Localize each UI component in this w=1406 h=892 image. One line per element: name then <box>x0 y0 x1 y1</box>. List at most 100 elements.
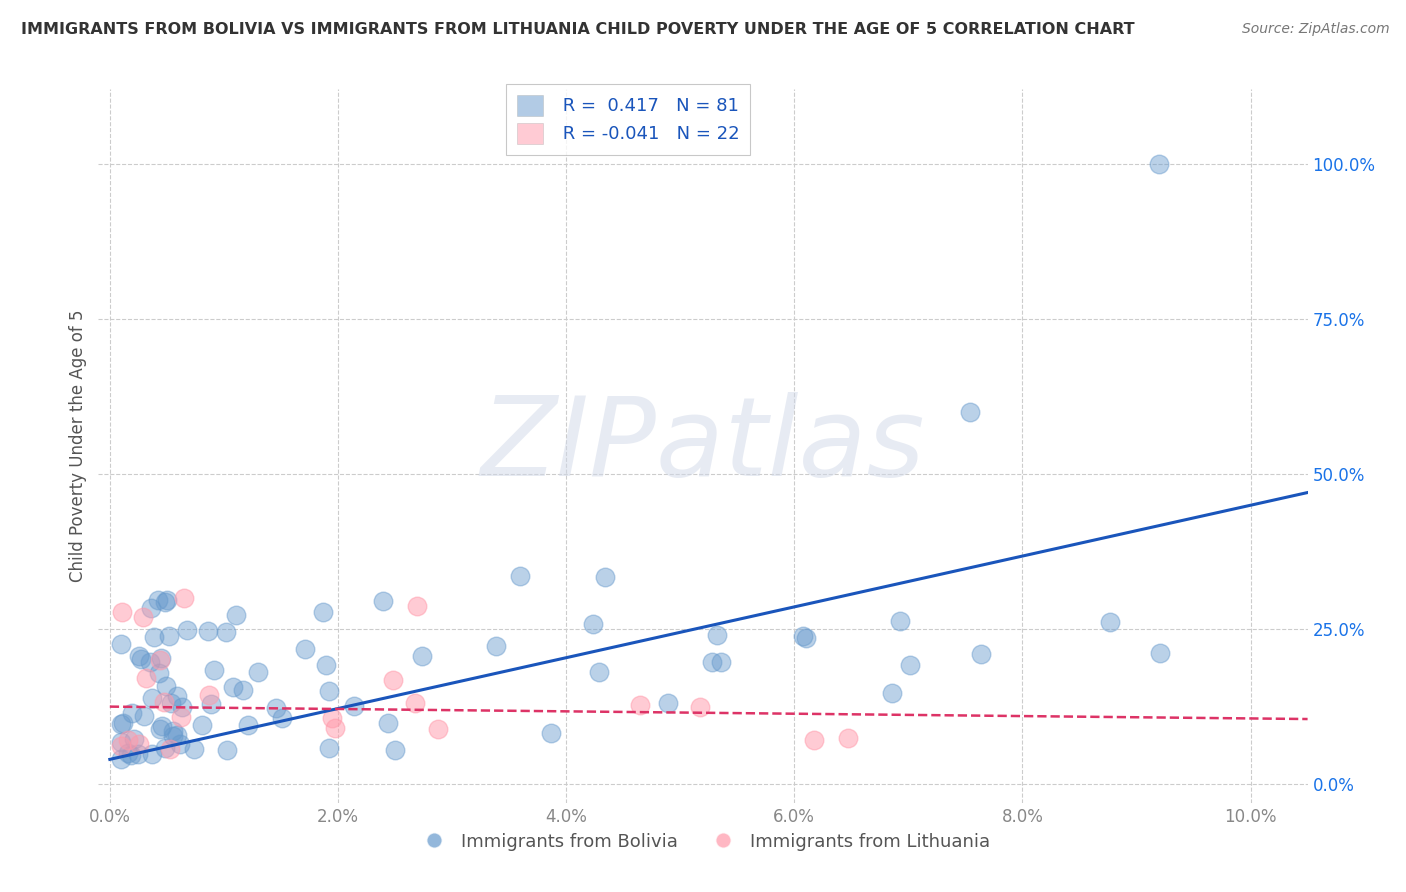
Point <box>200 697 222 711</box>
Point <box>127 747 149 761</box>
Point <box>197 624 219 638</box>
Point <box>689 700 711 714</box>
Point <box>485 639 508 653</box>
Point <box>148 592 170 607</box>
Point <box>318 740 340 755</box>
Point <box>169 738 191 752</box>
Point <box>222 681 245 695</box>
Point <box>159 742 181 756</box>
Point <box>110 735 132 749</box>
Point <box>509 569 531 583</box>
Point <box>110 752 132 766</box>
Text: ZIPatlas: ZIPatlas <box>481 392 925 500</box>
Point <box>318 683 340 698</box>
Point <box>236 718 259 732</box>
Point <box>657 697 679 711</box>
Point <box>225 607 247 622</box>
Point <box>792 629 814 643</box>
Point <box>217 743 239 757</box>
Point <box>384 742 406 756</box>
Point <box>173 591 195 605</box>
Point <box>1149 156 1171 170</box>
Point <box>138 655 160 669</box>
Point <box>312 605 335 619</box>
Point <box>377 716 399 731</box>
Point <box>581 616 603 631</box>
Point <box>122 731 145 746</box>
Point <box>128 737 150 751</box>
Point <box>628 698 651 712</box>
Point <box>198 689 221 703</box>
Point <box>247 665 270 679</box>
Point <box>166 689 188 703</box>
Text: Source: ZipAtlas.com: Source: ZipAtlas.com <box>1241 22 1389 37</box>
Point <box>141 690 163 705</box>
Legend: Immigrants from Bolivia, Immigrants from Lithuania: Immigrants from Bolivia, Immigrants from… <box>409 826 997 858</box>
Point <box>141 601 163 615</box>
Point <box>294 642 316 657</box>
Point <box>588 665 610 679</box>
Point <box>794 631 817 645</box>
Point <box>1098 615 1121 630</box>
Point <box>110 717 132 731</box>
Point <box>702 655 724 669</box>
Point <box>889 614 911 628</box>
Point <box>152 695 174 709</box>
Point <box>157 629 180 643</box>
Point <box>202 663 225 677</box>
Point <box>162 729 184 743</box>
Point <box>128 649 150 664</box>
Point <box>321 711 343 725</box>
Point <box>837 731 859 745</box>
Point <box>710 655 733 669</box>
Point <box>959 405 981 419</box>
Point <box>593 570 616 584</box>
Point <box>404 696 426 710</box>
Point <box>343 698 366 713</box>
Text: IMMIGRANTS FROM BOLIVIA VS IMMIGRANTS FROM LITHUANIA CHILD POVERTY UNDER THE AGE: IMMIGRANTS FROM BOLIVIA VS IMMIGRANTS FR… <box>21 22 1135 37</box>
Point <box>411 648 433 663</box>
Point <box>172 700 194 714</box>
Point <box>142 630 165 644</box>
Point <box>373 594 395 608</box>
Point <box>152 718 174 732</box>
Point <box>183 741 205 756</box>
Point <box>134 708 156 723</box>
Point <box>215 624 238 639</box>
Point <box>117 746 139 760</box>
Point <box>706 628 728 642</box>
Point <box>131 609 153 624</box>
Point <box>149 722 172 736</box>
Point <box>540 726 562 740</box>
Point <box>264 700 287 714</box>
Point <box>141 747 163 762</box>
Point <box>135 672 157 686</box>
Point <box>160 696 183 710</box>
Point <box>153 595 176 609</box>
Point <box>111 606 134 620</box>
Point <box>169 710 191 724</box>
Point <box>406 599 429 614</box>
Y-axis label: Child Poverty Under the Age of 5: Child Poverty Under the Age of 5 <box>69 310 87 582</box>
Point <box>381 673 404 688</box>
Point <box>323 722 346 736</box>
Point <box>153 741 176 756</box>
Point <box>155 679 177 693</box>
Point <box>166 728 188 742</box>
Point <box>190 717 212 731</box>
Point <box>120 747 142 762</box>
Point <box>176 623 198 637</box>
Point <box>162 723 184 738</box>
Point <box>882 686 904 700</box>
Point <box>898 657 921 672</box>
Point <box>270 711 292 725</box>
Point <box>1149 646 1171 660</box>
Point <box>110 637 132 651</box>
Point <box>110 739 132 753</box>
Point <box>129 652 152 666</box>
Point <box>117 733 139 747</box>
Point <box>148 665 170 680</box>
Point <box>803 733 825 747</box>
Point <box>427 722 450 736</box>
Point <box>149 651 172 665</box>
